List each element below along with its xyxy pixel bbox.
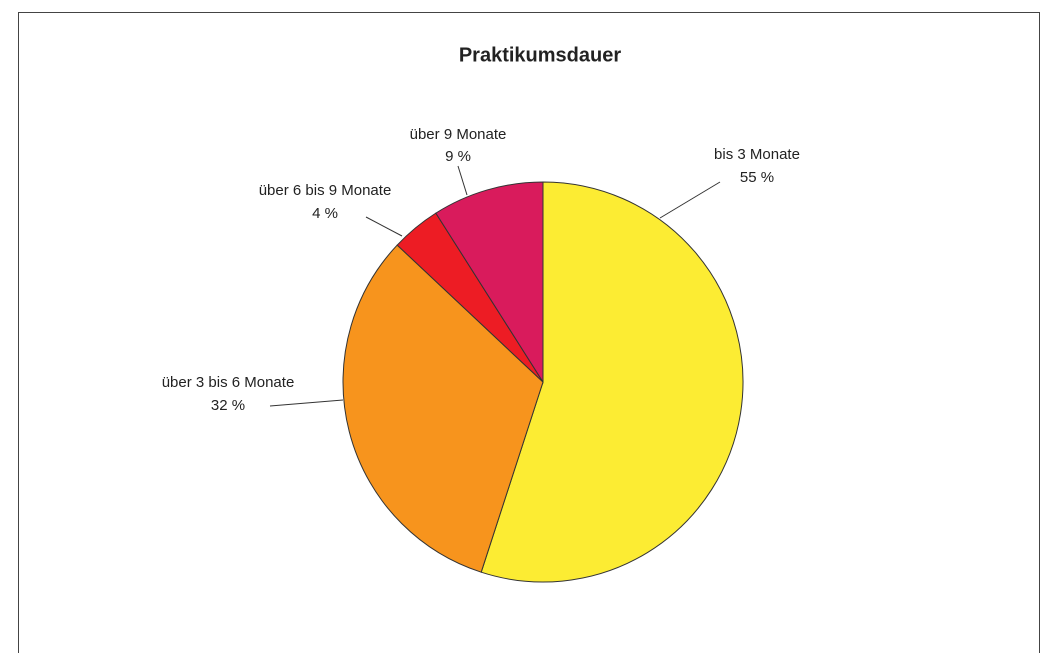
chart-frame [18,12,1040,653]
pie-slice [480,181,744,583]
slice-value-label: 4 % [312,205,338,222]
pie-slice [435,181,544,384]
pie-slice [342,244,544,573]
slice-label: über 9 Monate [410,126,507,143]
slice-label: über 3 bis 6 Monate [162,374,295,391]
slice-value-label: 32 % [211,397,245,414]
chart-title: Praktikumsdauer [459,44,622,66]
slice-value-label: 55 % [740,169,774,186]
leader-line [365,216,403,237]
leader-line [659,181,721,219]
slice-label: über 6 bis 9 Monate [259,182,392,199]
leader-line [457,165,468,196]
slice-value-label: 9 % [445,148,471,165]
leader-line [269,399,344,407]
slice-label: bis 3 Monate [714,146,800,163]
